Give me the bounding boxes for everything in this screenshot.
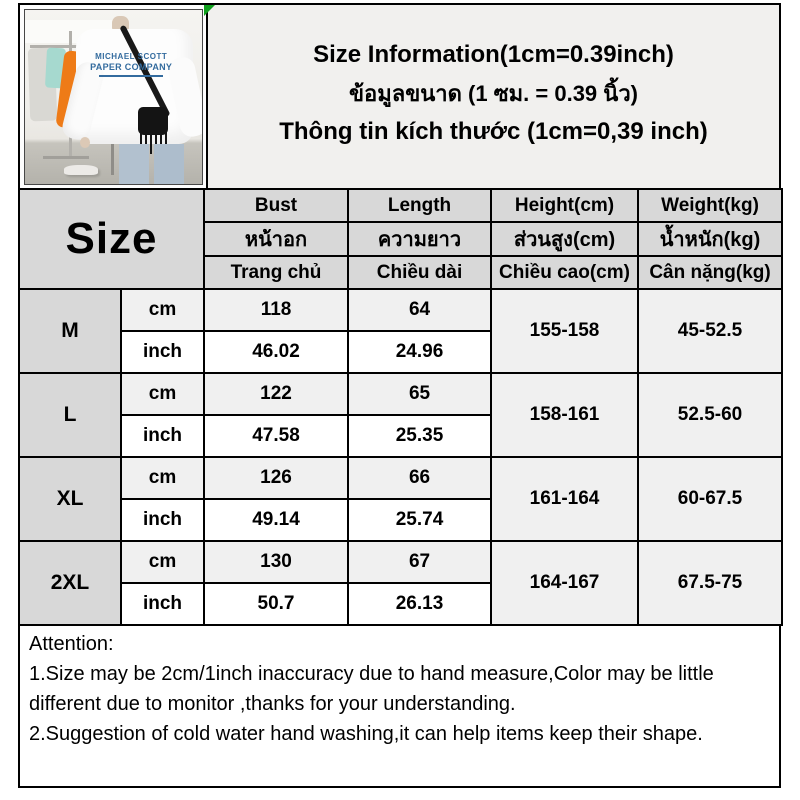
2xl-height-range: 164-167 (490, 540, 640, 626)
row-m-inch: inch 46.02 24.96 (19, 330, 782, 374)
header-row-thai: หน้าอก ความยาว ส่วนสูง(cm) น้ำหนัก(kg) (19, 221, 784, 257)
row-2xl-inch: inch 50.7 26.13 (19, 582, 782, 626)
size-label-xl: XL (18, 456, 122, 542)
col-header-height-vi: Chiều cao(cm) (490, 255, 640, 290)
xl-bust-inch: 49.14 (203, 498, 350, 542)
col-header-bust-th: หน้าอก (203, 221, 350, 257)
unit-cm: cm (119, 540, 206, 584)
2xl-bust-inch: 50.7 (203, 582, 350, 626)
col-header-height-th: ส่วนสูง(cm) (490, 221, 640, 257)
l-bust-inch: 47.58 (203, 414, 350, 458)
unit-inch: inch (119, 330, 206, 374)
col-header-weight-en: Weight(kg) (637, 188, 784, 223)
product-photo-cell: MICHAEL SCOTT PAPER COMPANY (20, 5, 206, 188)
l-length-cm: 65 (347, 372, 493, 416)
size-header-cell: Size (17, 188, 206, 290)
title-english: Size Information(1cm=0.39inch) (313, 41, 674, 68)
sneakers (63, 164, 98, 176)
title-thai: ข้อมูลขนาด (1 ซม. = 0.39 นิ้ว) (348, 81, 638, 106)
mannequin-hand (79, 137, 91, 149)
shirt-print-line2: PAPER COMPANY (90, 61, 173, 72)
clothes-rack-base (42, 156, 89, 160)
row-l-cm: L cm 122 65 158-161 52.5-60 (18, 372, 784, 458)
row-2xl-cm: 2XL cm 130 67 164-167 67.5-75 (18, 540, 784, 626)
m-bust-cm: 118 (203, 288, 350, 332)
size-label-m: M (18, 288, 122, 374)
sheet: MICHAEL SCOTT PAPER COMPANY Size Informa… (17, 3, 784, 788)
col-header-bust-vi: Trang chủ (203, 255, 350, 290)
product-photo: MICHAEL SCOTT PAPER COMPANY (24, 9, 203, 185)
unit-inch: inch (119, 498, 206, 542)
2xl-length-cm: 67 (347, 540, 493, 584)
size-label-l: L (18, 372, 122, 458)
l-length-inch: 25.35 (347, 414, 493, 458)
m-length-inch: 24.96 (347, 330, 493, 374)
2xl-weight-range: 67.5-75 (637, 540, 784, 626)
shirt-print: MICHAEL SCOTT PAPER COMPANY (85, 52, 177, 77)
col-header-bust-en: Bust (203, 188, 350, 223)
xl-height-range: 161-164 (490, 456, 640, 542)
col-header-weight-vi: Cân nặng(kg) (637, 255, 784, 290)
l-height-range: 158-161 (490, 372, 640, 458)
l-bust-cm: 122 (203, 372, 350, 416)
col-header-weight-th: น้ำหนัก(kg) (637, 221, 784, 257)
xl-bust-cm: 126 (203, 456, 350, 500)
attention-notes: Attention: 1.Size may be 2cm/1inch inacc… (18, 626, 781, 788)
col-header-height-en: Height(cm) (490, 188, 640, 223)
header-row-english: Size Bust Length Height(cm) Weight(kg) (17, 188, 784, 290)
2xl-length-inch: 26.13 (347, 582, 493, 626)
green-corner-marker-icon (204, 5, 215, 16)
mannequin-stand-pole (110, 143, 114, 176)
col-header-length-th: ความยาว (347, 221, 493, 257)
l-weight-range: 52.5-60 (637, 372, 784, 458)
jeans-right-leg (154, 143, 185, 184)
attention-item-2: 2.Suggestion of cold water hand washing,… (29, 723, 703, 745)
m-height-range: 155-158 (490, 288, 640, 374)
title-block: Size Information(1cm=0.39inch) ข้อมูลขนา… (206, 5, 779, 188)
col-header-length-vi: Chiều dài (347, 255, 493, 290)
2xl-bust-cm: 130 (203, 540, 350, 584)
clothes-rack-bar (30, 44, 91, 48)
row-xl-cm: XL cm 126 66 161-164 60-67.5 (18, 456, 784, 542)
unit-cm: cm (119, 372, 206, 416)
unit-cm: cm (119, 288, 206, 332)
unit-inch: inch (119, 582, 206, 626)
header-row-vietnamese: Trang chủ Chiều dài Chiều cao(cm) Cân nặ… (19, 255, 784, 290)
xl-weight-range: 60-67.5 (637, 456, 784, 542)
unit-inch: inch (119, 414, 206, 458)
col-header-length-en: Length (347, 188, 493, 223)
top-band: MICHAEL SCOTT PAPER COMPANY Size Informa… (18, 3, 781, 188)
shirt-print-line1: MICHAEL SCOTT (95, 51, 168, 61)
crossbody-bag (138, 107, 169, 136)
attention-heading: Attention: (29, 633, 114, 655)
m-bust-inch: 46.02 (203, 330, 350, 374)
size-label-2xl: 2XL (18, 540, 122, 626)
row-m-cm: M cm 118 64 155-158 45-52.5 (18, 288, 784, 374)
row-l-inch: inch 47.58 25.35 (19, 414, 782, 458)
m-weight-range: 45-52.5 (637, 288, 784, 374)
jeans-left-leg (118, 143, 149, 184)
title-vietnamese: Thông tin kích thước (1cm=0,39 inch) (279, 118, 708, 145)
xl-length-cm: 66 (347, 456, 493, 500)
unit-cm: cm (119, 456, 206, 500)
m-length-cm: 64 (347, 288, 493, 332)
row-xl-inch: inch 49.14 25.74 (19, 498, 782, 542)
xl-length-inch: 25.74 (347, 498, 493, 542)
attention-item-1: 1.Size may be 2cm/1inch inaccuracy due t… (29, 663, 714, 715)
size-table: Size Bust Length Height(cm) Weight(kg) ห… (17, 188, 784, 626)
shirt-print-underline (98, 75, 164, 77)
